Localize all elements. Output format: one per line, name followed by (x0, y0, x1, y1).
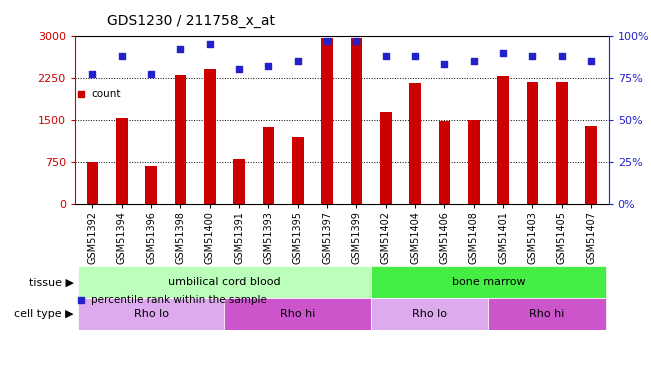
Text: umbilical cord blood: umbilical cord blood (168, 277, 281, 287)
Bar (321, 39, 333, 204)
Bar (439, 121, 450, 204)
Bar (87, 162, 98, 204)
Bar (585, 126, 597, 204)
Bar (225, 298, 371, 330)
Point (263, 63, 273, 69)
Bar (78, 298, 225, 330)
Point (322, 38, 332, 44)
Bar (380, 112, 392, 204)
Text: bone marrow: bone marrow (452, 277, 525, 287)
Bar (468, 120, 480, 204)
Bar (145, 166, 157, 204)
Point (410, 53, 421, 59)
Bar (174, 75, 186, 204)
Point (175, 46, 186, 52)
Point (352, 38, 362, 44)
Point (557, 53, 567, 59)
Bar (497, 76, 509, 204)
Point (586, 58, 596, 64)
Point (381, 53, 391, 59)
Point (439, 61, 450, 68)
Bar (371, 266, 605, 298)
Bar (292, 137, 303, 204)
Point (146, 71, 156, 78)
Point (87, 71, 98, 78)
Bar (409, 84, 421, 204)
Text: tissue ▶: tissue ▶ (29, 277, 74, 287)
Text: GDS1230 / 211758_x_at: GDS1230 / 211758_x_at (107, 14, 275, 28)
Text: percentile rank within the sample: percentile rank within the sample (91, 295, 267, 305)
Text: count: count (91, 89, 120, 99)
Point (117, 53, 127, 59)
Text: Rho hi: Rho hi (529, 309, 565, 319)
Text: Rho hi: Rho hi (280, 309, 316, 319)
Point (292, 58, 303, 64)
Point (498, 50, 508, 55)
Text: Rho lo: Rho lo (133, 309, 169, 319)
Bar (262, 127, 274, 204)
Bar (527, 82, 538, 204)
Bar (351, 39, 363, 204)
Point (204, 41, 215, 47)
Bar (556, 82, 568, 204)
Text: cell type ▶: cell type ▶ (14, 309, 74, 319)
Text: Rho lo: Rho lo (412, 309, 447, 319)
Bar (488, 298, 605, 330)
Point (234, 66, 244, 72)
Point (469, 58, 479, 64)
Bar (204, 69, 215, 204)
Bar (116, 118, 128, 204)
Bar (78, 266, 371, 298)
Point (527, 53, 538, 59)
Bar (233, 159, 245, 204)
Bar (371, 298, 488, 330)
